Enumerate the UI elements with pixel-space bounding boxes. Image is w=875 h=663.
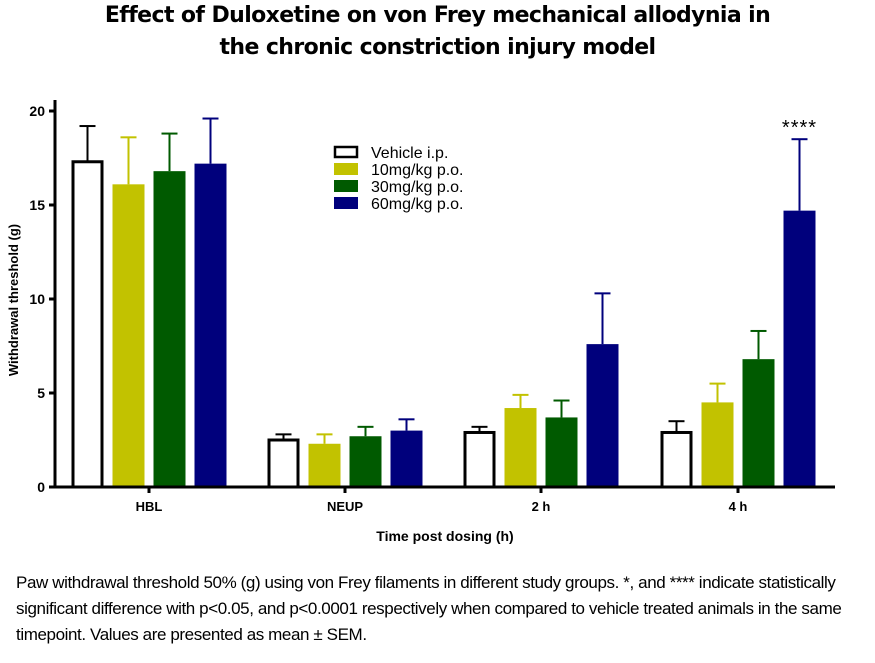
y-axis-label: Withdrawal threshold (g): [6, 224, 21, 376]
y-tick-label: 10: [29, 291, 45, 307]
x-tick-label: NEUP: [327, 499, 363, 514]
bar: [586, 344, 619, 487]
bar: [153, 171, 186, 487]
legend-swatch: [334, 180, 358, 192]
y-tick-label: 20: [29, 103, 45, 119]
bar: [308, 443, 341, 487]
bar: [545, 417, 578, 487]
bar: [504, 408, 537, 487]
y-tick-label: 5: [37, 385, 45, 401]
bar: [194, 163, 227, 487]
bar: [742, 359, 775, 487]
legend-label: 10mg/kg p.o.: [371, 162, 464, 179]
bar: [267, 438, 300, 489]
chart-title: Effect of Duloxetine on von Frey mechani…: [0, 0, 875, 64]
chart-title-line1: Effect of Duloxetine on von Frey mechani…: [104, 3, 771, 28]
x-tick-label: HBL: [136, 499, 163, 514]
y-tick-label: 0: [37, 479, 45, 495]
x-tick-label: 2 h: [532, 499, 551, 514]
bar: [660, 430, 693, 489]
bar: [390, 430, 423, 487]
legend-swatch: [334, 163, 358, 175]
legend-swatch: [333, 145, 359, 159]
legend-label: 30mg/kg p.o.: [371, 179, 464, 196]
legend-label: Vehicle i.p.: [371, 145, 448, 162]
chart-title-line2: the chronic constriction injury model: [219, 35, 657, 60]
bar: [701, 402, 734, 487]
significance-marker: ****: [782, 117, 817, 139]
bar-chart: 0 5 10 15 20 HBL NEUP 2 h 4 h Time post dosing (h…: [6, 100, 835, 544]
bar: [349, 436, 382, 487]
bar: [71, 160, 104, 489]
figure-caption: Paw withdrawal threshold 50% (g) using v…: [16, 573, 842, 644]
bar: [112, 184, 145, 487]
y-tick-label: 15: [29, 197, 45, 213]
bar: [783, 210, 816, 487]
legend-swatch: [334, 197, 358, 209]
legend-label: 60mg/kg p.o.: [371, 196, 464, 213]
x-tick-label: 4 h: [729, 499, 748, 514]
bar: [463, 430, 496, 489]
x-axis-label: Time post dosing (h): [376, 528, 513, 544]
